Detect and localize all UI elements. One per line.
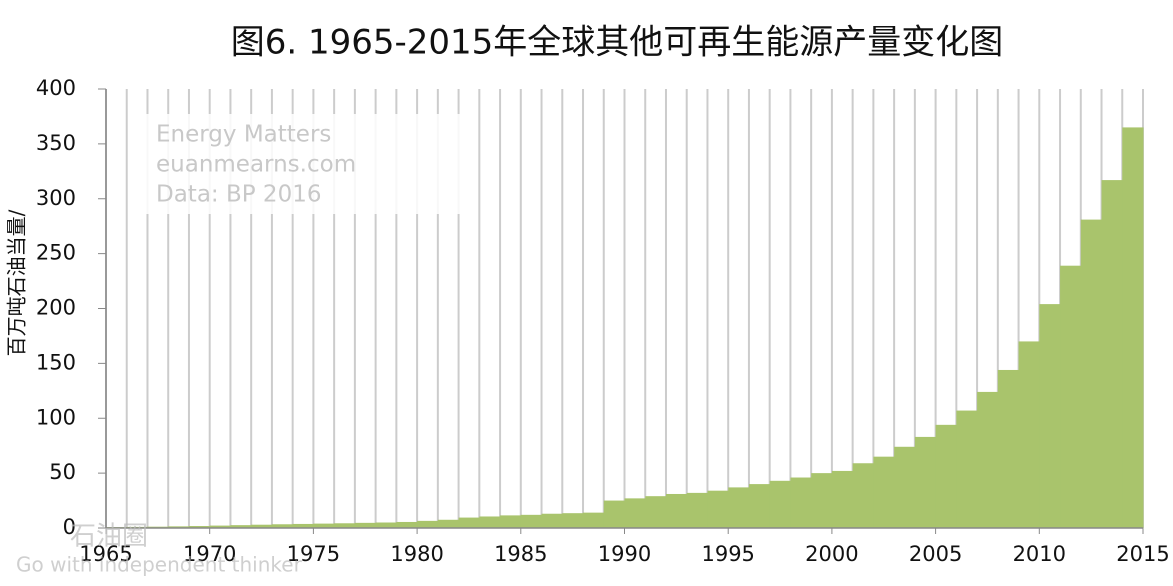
y-tick-label: 350 — [36, 131, 76, 155]
y-tick-label: 300 — [36, 186, 76, 210]
bar — [665, 493, 688, 528]
x-tick-label: 2000 — [805, 542, 858, 566]
bar — [1018, 341, 1040, 528]
annotation: Energy Matters — [156, 122, 331, 148]
bar — [624, 498, 646, 528]
y-tick-label: 0 — [63, 515, 76, 539]
y-tick-label: 250 — [36, 241, 76, 265]
x-tick-label: 1985 — [494, 542, 547, 566]
bar — [562, 513, 584, 528]
bar — [375, 522, 397, 528]
bar — [1060, 265, 1082, 528]
y-tick-label: 400 — [36, 76, 76, 100]
x-tick-label: 1965 — [79, 542, 132, 566]
bar — [583, 512, 605, 528]
bar — [748, 484, 771, 528]
chart-title: 图6. 1965-2015年全球其他可再生能源产量变化图 — [231, 23, 1004, 63]
bar — [417, 520, 439, 528]
annotation: Data: BP 2016 — [156, 182, 321, 208]
bar — [914, 436, 937, 528]
y-tick-label: 200 — [36, 296, 76, 320]
bar — [1039, 304, 1061, 528]
bar — [790, 477, 812, 528]
bar — [271, 524, 294, 528]
bar — [292, 523, 314, 528]
bar — [500, 515, 522, 528]
bar — [852, 463, 874, 528]
bar — [977, 391, 999, 528]
bar — [956, 410, 978, 528]
watermark: 石油圈 — [70, 522, 148, 552]
bar — [396, 521, 418, 528]
bar — [520, 514, 543, 528]
bar — [313, 523, 335, 528]
bar — [334, 523, 356, 528]
bar — [645, 496, 667, 528]
x-tick-label: 1975 — [287, 542, 340, 566]
bar — [831, 470, 854, 528]
x-tick-label: 1990 — [598, 542, 651, 566]
bar — [873, 456, 895, 528]
bar — [230, 525, 252, 528]
bar — [707, 490, 729, 528]
x-tick-label: 2015 — [1116, 542, 1169, 566]
bar — [686, 492, 708, 528]
bar — [209, 525, 231, 528]
x-tick-label: 2010 — [1013, 542, 1066, 566]
bar — [479, 516, 501, 528]
bar — [997, 369, 1020, 528]
bar — [728, 487, 750, 528]
bar — [437, 519, 460, 528]
bar — [168, 526, 190, 528]
bar — [769, 480, 791, 528]
bar — [1122, 127, 1144, 528]
bar — [541, 513, 563, 528]
x-tick-label: 1980 — [390, 542, 443, 566]
y-tick-label: 50 — [49, 460, 76, 484]
bar — [354, 522, 377, 528]
bar — [603, 500, 625, 528]
x-tick-label: 2005 — [909, 542, 962, 566]
x-tick-label: 1970 — [183, 542, 236, 566]
x-tick-label: 1995 — [701, 542, 754, 566]
bar — [935, 424, 957, 528]
bar — [894, 446, 916, 528]
watermark: Go with independent thinker — [16, 553, 303, 577]
y-tick-label: 100 — [36, 405, 76, 429]
y-tick-label: 150 — [36, 350, 76, 374]
bar — [458, 517, 480, 528]
annotation: euanmearns.com — [156, 152, 356, 178]
bar — [251, 524, 273, 528]
bar — [188, 526, 211, 528]
bar — [811, 473, 833, 528]
bar — [1080, 219, 1103, 529]
bar — [1101, 180, 1123, 528]
annotation-box — [134, 114, 470, 214]
y-axis-label: 百万吨石油当量/ — [5, 209, 29, 356]
